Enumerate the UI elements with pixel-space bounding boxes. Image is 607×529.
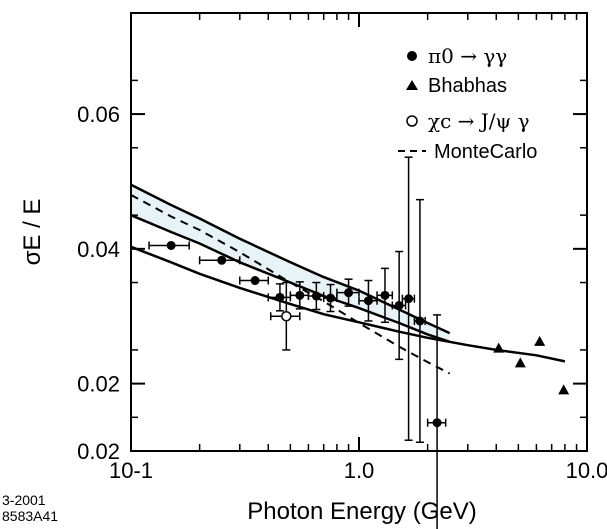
pi0-point-5 [311,291,321,301]
bhabha-point-0 [493,342,505,353]
bhabha-point-3 [558,384,570,395]
y-tick-label-1: 0.02 [77,372,120,397]
legend-label-pi0: π0 → γγ [428,44,507,68]
montecarlo-line [130,194,451,375]
pi0-point-7 [344,288,354,298]
tick-labels-layer: 10-1 1.0 10.0 0.02 0.02 0.04 0.06 [77,102,607,483]
legend-label-montecarlo: MonteCarlo [434,141,537,163]
legend-marker-filled-circle [407,51,417,61]
pi0-point-10 [394,300,404,310]
y-axis-label: σE / E [19,199,46,266]
y-tick-label-3: 0.06 [77,102,120,127]
x-tick-label-0: 10-1 [109,458,153,483]
legend-label-bhabhas: Bhabhas [428,75,507,97]
bhabha-point-1 [514,357,526,368]
x-tick-label-1: 1.0 [344,458,375,483]
bhabha-point-2 [534,335,546,346]
pi0-point-6 [326,293,336,303]
pi0-point-1 [217,255,227,265]
y-tick-label-2: 0.04 [77,237,120,262]
data-points-layer [148,156,570,529]
figure-id-note: 8583A41 [2,508,59,524]
legend-label-chic: χc → J/ψ γ [428,109,530,133]
pi0-point-9 [380,290,390,300]
y-tick-label-0: 0.02 [77,439,120,464]
pi0-point-3 [275,292,285,302]
x-tick-label-2: 10.0 [566,458,607,483]
legend-marker-triangle [406,80,418,90]
pi0-point-13 [432,418,442,428]
chic-point-0 [281,310,292,322]
x-axis-label: Photon Energy (GeV) [247,498,476,525]
pi0-point-8 [363,296,373,306]
fit-band-upper-line [130,183,451,335]
pi0-point-0 [166,240,176,250]
legend-marker-open-circle [406,115,418,127]
fit-band-lower-line [130,214,451,343]
pi0-point-11 [404,294,414,304]
axis-ticks-layer [130,13,588,452]
legend: π0 → γγ Bhabhas χc → J/ψ γ MonteCarlo [398,44,537,163]
pi0-point-4 [295,290,305,300]
pi0-point-2 [250,276,260,286]
figure-date-note: 3-2001 [2,492,46,508]
pi0-point-12 [415,316,425,326]
